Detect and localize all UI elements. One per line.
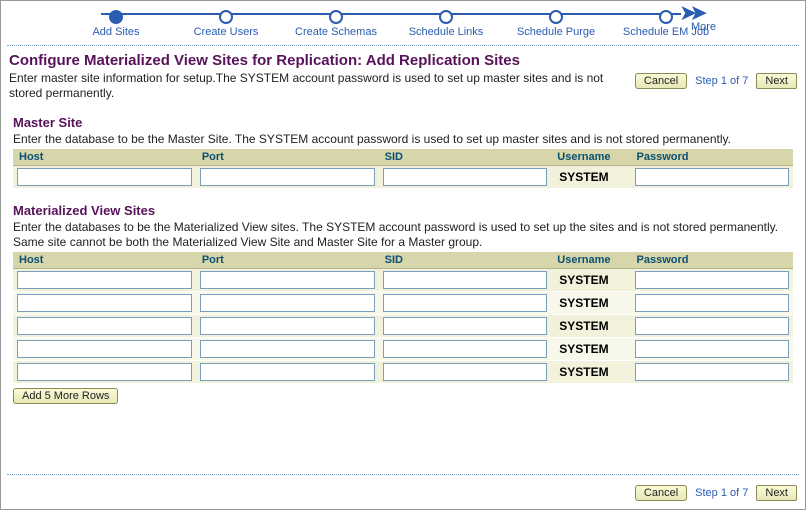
wizard-line xyxy=(101,13,681,15)
wizard-step-label: Schedule Purge xyxy=(517,26,595,38)
master-site-table: Host Port SID Username Password SYSTEM xyxy=(13,149,793,189)
wizard-train: ➤➤ More Add Sites Create Users Create Sc… xyxy=(1,1,805,43)
master-password-input[interactable] xyxy=(635,168,790,186)
wizard-arrow-icon: ➤➤ xyxy=(679,4,700,22)
wizard-step-label: Add Sites xyxy=(92,26,139,38)
cancel-button[interactable]: Cancel xyxy=(635,73,687,89)
col-sid: SID xyxy=(379,149,552,166)
mv-sid-input[interactable] xyxy=(383,340,548,358)
mv-username: SYSTEM xyxy=(555,296,608,310)
table-row: SYSTEM xyxy=(13,315,793,338)
mv-port-input[interactable] xyxy=(200,294,375,312)
wizard-step-label: Create Schemas xyxy=(295,26,377,38)
col-sid: SID xyxy=(379,252,552,269)
mv-username: SYSTEM xyxy=(555,342,608,356)
master-port-input[interactable] xyxy=(200,168,375,186)
mv-host-input[interactable] xyxy=(17,317,192,335)
table-row: SYSTEM xyxy=(13,338,793,361)
wizard-step-label: Create Users xyxy=(194,26,259,38)
page-intro: Enter master site information for setup.… xyxy=(9,71,635,101)
col-port: Port xyxy=(196,252,379,269)
wizard-dot-icon xyxy=(329,10,343,24)
mv-sid-input[interactable] xyxy=(383,317,548,335)
master-site-description: Enter the database to be the Master Site… xyxy=(13,132,793,147)
col-host: Host xyxy=(13,252,196,269)
mv-port-input[interactable] xyxy=(200,340,375,358)
mv-host-input[interactable] xyxy=(17,363,192,381)
mv-password-input[interactable] xyxy=(635,271,790,289)
step-indicator: Step 1 of 7 xyxy=(695,75,748,87)
col-username: Username xyxy=(551,252,630,269)
mv-password-input[interactable] xyxy=(635,363,790,381)
col-password: Password xyxy=(631,252,794,269)
mv-password-input[interactable] xyxy=(635,294,790,312)
mv-port-input[interactable] xyxy=(200,317,375,335)
mv-sid-input[interactable] xyxy=(383,294,548,312)
mv-port-input[interactable] xyxy=(200,271,375,289)
col-port: Port xyxy=(196,149,379,166)
master-site-heading: Master Site xyxy=(13,115,793,130)
mv-sid-input[interactable] xyxy=(383,271,548,289)
table-row: SYSTEM xyxy=(13,361,793,384)
mv-username: SYSTEM xyxy=(555,319,608,333)
wizard-dot-icon xyxy=(439,10,453,24)
col-host: Host xyxy=(13,149,196,166)
mv-port-input[interactable] xyxy=(200,363,375,381)
wizard-dot-icon xyxy=(219,10,233,24)
table-row: SYSTEM xyxy=(13,292,793,315)
mv-sites-description: Enter the databases to be the Materializ… xyxy=(13,220,793,250)
page-title: Configure Materialized View Sites for Re… xyxy=(9,52,797,69)
mv-password-input[interactable] xyxy=(635,317,790,335)
mv-sites-heading: Materialized View Sites xyxy=(13,203,793,218)
wizard-dot-icon xyxy=(549,10,563,24)
mv-username: SYSTEM xyxy=(555,273,608,287)
wizard-dot-icon xyxy=(659,10,673,24)
mv-host-input[interactable] xyxy=(17,340,192,358)
master-host-input[interactable] xyxy=(17,168,192,186)
mv-password-input[interactable] xyxy=(635,340,790,358)
next-button[interactable]: Next xyxy=(756,485,797,501)
mv-sites-table: Host Port SID Username Password SYSTEM S… xyxy=(13,252,793,384)
mv-username: SYSTEM xyxy=(555,365,608,379)
step-indicator: Step 1 of 7 xyxy=(695,487,748,499)
separator xyxy=(7,45,799,46)
add-more-rows-button[interactable]: Add 5 More Rows xyxy=(13,388,118,404)
master-sid-input[interactable] xyxy=(383,168,548,186)
mv-host-input[interactable] xyxy=(17,271,192,289)
mv-host-input[interactable] xyxy=(17,294,192,312)
table-row: SYSTEM xyxy=(13,269,793,292)
table-row: SYSTEM xyxy=(13,166,793,189)
wizard-dot-icon xyxy=(109,10,123,24)
wizard-step-label: Schedule Links xyxy=(409,26,484,38)
master-username: SYSTEM xyxy=(555,170,608,184)
mv-sid-input[interactable] xyxy=(383,363,548,381)
col-username: Username xyxy=(551,149,630,166)
next-button[interactable]: Next xyxy=(756,73,797,89)
col-password: Password xyxy=(631,149,794,166)
separator xyxy=(7,474,799,475)
cancel-button[interactable]: Cancel xyxy=(635,485,687,501)
